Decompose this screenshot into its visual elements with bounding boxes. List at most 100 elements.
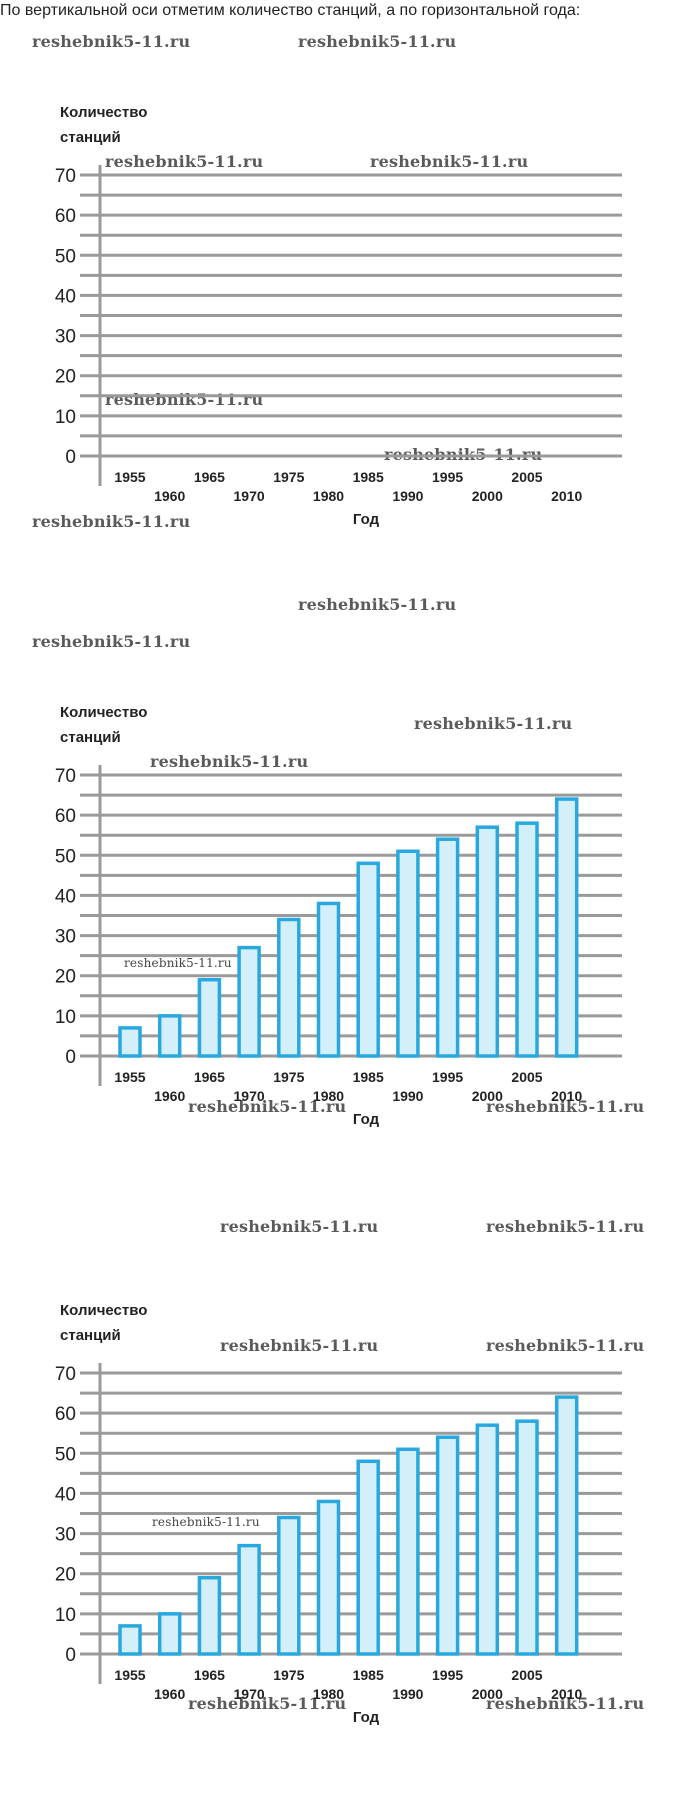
y-tick-label: 70: [55, 166, 76, 187]
watermark: reshebnik5-11.ru: [486, 1694, 645, 1713]
x-tick-label: 2000: [472, 488, 503, 504]
x-tick-label: 1970: [234, 1686, 265, 1702]
y-tick-label: 60: [55, 806, 76, 827]
y-tick-label: 70: [55, 1364, 76, 1385]
x-axis-title: Год: [353, 1111, 380, 1128]
x-tick-label: 1995: [432, 469, 463, 485]
watermark: reshebnik5-11.ru: [486, 1336, 645, 1355]
y-tick-label: 40: [55, 886, 76, 907]
bar: [316, 1499, 341, 1656]
watermark: reshebnik5-11.ru: [414, 714, 573, 733]
bar: [356, 861, 380, 1058]
x-tick-label: 1960: [154, 1088, 185, 1104]
x-axis-title: Год: [353, 511, 380, 528]
bar: [554, 797, 579, 1058]
y-tick-label: 0: [65, 1047, 76, 1068]
y-tick-label: 50: [55, 1444, 76, 1465]
x-tick-label: 1980: [313, 488, 344, 504]
x-tick-label: 1995: [432, 1069, 463, 1085]
x-tick-label: 1955: [114, 469, 145, 485]
y-tick-label: 60: [55, 206, 76, 227]
bar: [475, 825, 500, 1058]
bar: [237, 945, 261, 1058]
bar: [157, 1612, 182, 1656]
chart-svg: 0 10 20 30 40 50 60 70 1955 1960 1965 1970 1975 1980 1…: [55, 165, 622, 528]
chart-svg: 0 10 20 30 40 50 60 70 1955 1960 1965 1970 1975 1980 1…: [55, 765, 622, 1128]
y-tick-label: 30: [55, 927, 76, 948]
bar: [515, 821, 539, 1058]
bar: [396, 849, 420, 1058]
bar: [277, 1515, 301, 1656]
y-tick-label: 30: [55, 1525, 76, 1546]
watermark: reshebnik5-11.ru: [188, 1694, 347, 1713]
x-tick-label: 1955: [114, 1069, 145, 1085]
x-tick-label: 2000: [472, 1088, 503, 1104]
x-tick-label: 1955: [114, 1667, 145, 1683]
chart-empty-axes: Количество станций 0 10 20 30 40 50 60 70 1955 19…: [0, 90, 680, 560]
bar: [118, 1624, 142, 1656]
x-tick-label: 2000: [472, 1686, 503, 1702]
bar: [197, 977, 222, 1058]
watermark: reshebnik5-11.ru: [220, 1336, 379, 1355]
y-tick-label: 20: [55, 367, 76, 388]
y-tick-label: 10: [55, 1007, 76, 1028]
bar: [118, 1026, 142, 1058]
x-tick-label: 2005: [511, 469, 542, 485]
bar: [396, 1447, 420, 1656]
x-tick-label: 1965: [194, 1667, 225, 1683]
y-tick-label: 0: [65, 1645, 76, 1666]
x-tick-label: 2005: [511, 1069, 542, 1085]
x-tick-label: 1970: [234, 1088, 265, 1104]
y-tick-label: 10: [55, 407, 76, 428]
bar: [316, 901, 341, 1058]
bar: [475, 1423, 500, 1656]
x-tick-label: 1975: [273, 1069, 304, 1085]
watermark: reshebnik5-11.ru: [298, 32, 457, 51]
x-tick-label: 1965: [194, 469, 225, 485]
y-tick-label: 50: [55, 246, 76, 267]
bar: [197, 1575, 222, 1656]
x-tick-label: 2005: [511, 1667, 542, 1683]
y-axis-title: Количество станций: [60, 704, 148, 746]
watermark: reshebnik5-11.ru: [486, 1217, 645, 1236]
chart-svg: 0 10 20 30 40 50 60 70 1955 1960 1965 1970 1975 1980 1…: [55, 1363, 622, 1726]
x-tick-label: 1985: [353, 469, 384, 485]
watermark: reshebnik5-11.ru: [152, 1515, 260, 1529]
bar: [237, 1543, 261, 1656]
y-tick-label: 50: [55, 846, 76, 867]
x-tick-label: 1960: [154, 488, 185, 504]
y-tick-label: 20: [55, 1565, 76, 1586]
chart-bars-1: Количество станций 0 10 20 30 40 50 60 70 1955 19…: [0, 690, 680, 1160]
chart-bars-2: Количество станций 0 10 20 30 40 50 60 70 1955 19…: [0, 1288, 680, 1758]
watermark: reshebnik5-11.ru: [150, 752, 309, 771]
watermark: reshebnik5-11.ru: [32, 32, 191, 51]
x-tick-label: 1965: [194, 1069, 225, 1085]
watermark: reshebnik5-11.ru: [124, 956, 232, 970]
x-axis-title: Год: [353, 1709, 380, 1726]
bar: [277, 917, 301, 1058]
y-tick-label: 10: [55, 1605, 76, 1626]
x-tick-label: 2010: [551, 1686, 582, 1702]
x-tick-label: 2010: [551, 488, 582, 504]
x-tick-label: 1960: [154, 1686, 185, 1702]
x-tick-label: 1970: [234, 488, 265, 504]
x-tick-label: 1990: [392, 1088, 423, 1104]
x-tick-label: 1975: [273, 1667, 304, 1683]
watermark: reshebnik5-11.ru: [370, 152, 529, 171]
x-tick-label: 1985: [353, 1667, 384, 1683]
x-tick-label: 1990: [392, 1686, 423, 1702]
y-tick-label: 30: [55, 327, 76, 348]
bar: [157, 1014, 182, 1058]
bar: [554, 1395, 579, 1656]
y-axis-title: Количество станций: [60, 1302, 148, 1344]
y-tick-label: 20: [55, 967, 76, 988]
watermark: reshebnik5-11.ru: [220, 1217, 379, 1236]
bar: [356, 1459, 380, 1656]
x-tick-label: 1975: [273, 469, 304, 485]
x-tick-label: 1990: [392, 488, 423, 504]
y-tick-label: 40: [55, 286, 76, 307]
x-tick-label: 1980: [313, 1686, 344, 1702]
watermark: reshebnik5-11.ru: [32, 512, 191, 531]
bar: [435, 1435, 460, 1656]
bar: [515, 1419, 539, 1656]
